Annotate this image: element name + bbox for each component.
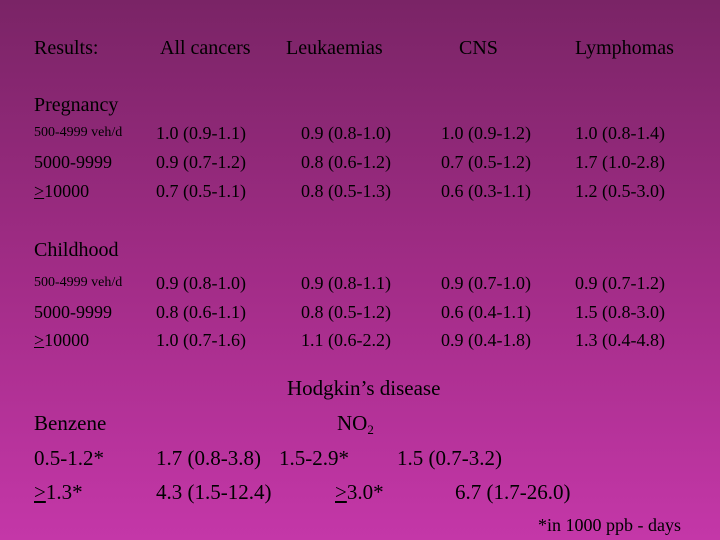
benzene-label: Benzene: [34, 411, 107, 435]
cell-leukaemias: 0.9 (0.8-1.1): [301, 273, 391, 293]
row-label: 5000-9999: [34, 152, 112, 172]
cell-cns: 0.6 (0.3-1.1): [441, 181, 531, 201]
no2-base: NO: [337, 411, 368, 435]
row-label-value: 1.3*: [45, 480, 83, 504]
cell-lymphomas: 1.7 (1.0-2.8): [575, 152, 665, 172]
cell-all-cancers: 0.8 (0.6-1.1): [156, 302, 246, 322]
row-label: 5000-9999: [34, 302, 112, 322]
cell-no2-range: >3.0*: [335, 482, 384, 503]
cell-lymphomas: 1.3 (0.4-4.8): [575, 330, 665, 350]
cell-cns: 0.9 (0.4-1.8): [441, 330, 531, 350]
col-header-leukaemias: Leukaemias: [286, 37, 383, 59]
row-label-value: 10000: [44, 181, 90, 201]
col-header-all-cancers: All cancers: [160, 37, 251, 59]
row-label: 500-4999 veh/d: [34, 125, 123, 140]
cell-cns: 0.6 (0.4-1.1): [441, 302, 531, 322]
cell-leukaemias: 0.8 (0.5-1.2): [301, 302, 391, 322]
cell-leukaemias: 1.1 (0.6-2.2): [301, 330, 391, 350]
cell-all-cancers: 1.0 (0.9-1.1): [156, 123, 246, 143]
cell-cns: 0.7 (0.5-1.2): [441, 152, 531, 172]
no2-label: NO2: [337, 411, 374, 437]
col-header-cns: CNS: [459, 37, 498, 59]
results-label: Results:: [34, 37, 99, 59]
cell-cns: 1.0 (0.9-1.2): [441, 123, 531, 143]
row-label: 500-4999 veh/d: [34, 275, 123, 290]
cell-all-cancers: 0.9 (0.8-1.0): [156, 273, 246, 293]
greater-equal-symbol: >: [34, 181, 45, 201]
cell-no2-range: 1.5-2.9*: [279, 446, 349, 470]
cell-no2-estimate: 6.7 (1.7-26.0): [455, 480, 571, 504]
cell-lymphomas: 1.2 (0.5-3.0): [575, 181, 665, 201]
cell-all-cancers: 0.7 (0.5-1.1): [156, 181, 246, 201]
cell-lymphomas: 1.0 (0.8-1.4): [575, 123, 665, 143]
cell-benzene-estimate: 4.3 (1.5-12.4): [156, 480, 272, 504]
cell-leukaemias: 0.8 (0.5-1.3): [301, 181, 391, 201]
col-header-lymphomas: Lymphomas: [575, 37, 674, 59]
cell-leukaemias: 0.9 (0.8-1.0): [301, 123, 391, 143]
cell-no2-range-value: 3.0*: [346, 480, 384, 504]
cell-all-cancers: 1.0 (0.7-1.6): [156, 330, 246, 350]
greater-equal-symbol: >: [34, 330, 45, 350]
cell-cns: 0.9 (0.7-1.0): [441, 273, 531, 293]
row-label: 0.5-1.2*: [34, 446, 104, 470]
row-label: >10000: [34, 182, 89, 200]
section-title-pregnancy: Pregnancy: [34, 94, 119, 116]
greater-equal-symbol: >: [34, 480, 46, 504]
row-label: >1.3*: [34, 482, 83, 503]
row-label-value: 10000: [44, 330, 90, 350]
cell-lymphomas: 1.5 (0.8-3.0): [575, 302, 665, 322]
footnote: *in 1000 ppb - days: [538, 515, 681, 535]
section-title-childhood: Childhood: [34, 239, 119, 261]
greater-equal-symbol: >: [335, 480, 347, 504]
cell-benzene-estimate: 1.7 (0.8-3.8): [156, 446, 261, 470]
cell-no2-estimate: 1.5 (0.7-3.2): [397, 446, 502, 470]
row-label: >10000: [34, 331, 89, 349]
no2-subscript: 2: [367, 422, 374, 437]
cell-leukaemias: 0.8 (0.6-1.2): [301, 152, 391, 172]
section-title-hodgkins: Hodgkin’s disease: [287, 376, 441, 400]
cell-lymphomas: 0.9 (0.7-1.2): [575, 273, 665, 293]
cell-all-cancers: 0.9 (0.7-1.2): [156, 152, 246, 172]
